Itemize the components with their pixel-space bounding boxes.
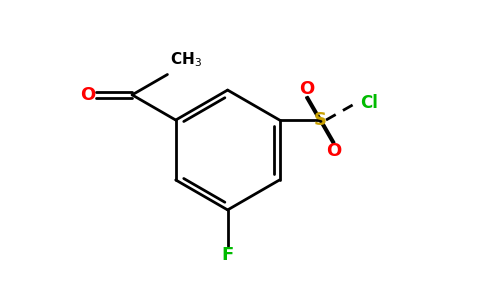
Text: O: O bbox=[80, 86, 95, 104]
Text: Cl: Cl bbox=[360, 94, 378, 112]
Text: O: O bbox=[326, 142, 341, 160]
Text: O: O bbox=[300, 80, 315, 98]
Text: S: S bbox=[314, 111, 327, 129]
Text: CH$_3$: CH$_3$ bbox=[170, 50, 202, 69]
Text: F: F bbox=[222, 247, 234, 265]
